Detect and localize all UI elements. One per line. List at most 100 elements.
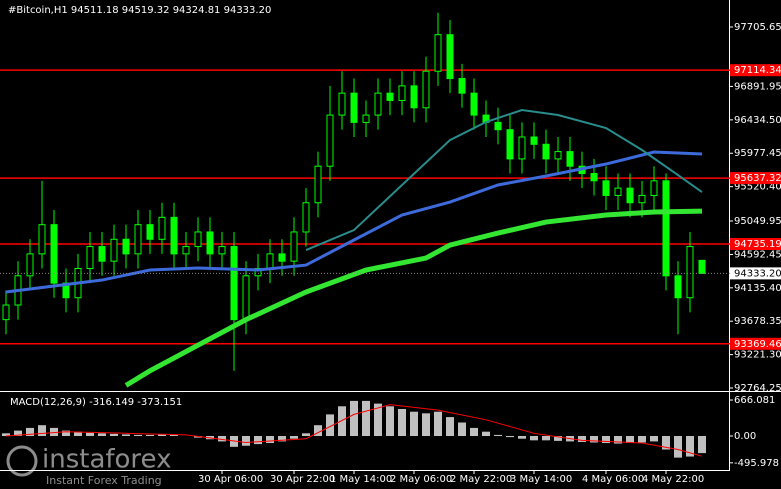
candle-body (614, 187, 622, 196)
macd-bar (650, 436, 658, 442)
y-tick-label: 666.081 (734, 395, 775, 406)
macd-bar (50, 427, 58, 437)
candle-body (146, 224, 154, 240)
y-tick-label: 94592.45 (734, 249, 781, 260)
macd-bar (326, 414, 334, 437)
candle-body (326, 114, 334, 167)
candle-body (134, 224, 142, 255)
macd-bar (14, 430, 22, 437)
macd-bar (386, 406, 394, 437)
candle-body (518, 136, 526, 160)
macd-bar (302, 433, 310, 437)
level-tag (730, 64, 781, 77)
candle-body (278, 253, 286, 262)
candle-body (122, 238, 130, 255)
candle-body (506, 129, 514, 160)
candle-body (86, 246, 94, 269)
y-tick-label: 94135.40 (734, 283, 781, 294)
macd-bar (26, 427, 34, 437)
x-tick-label: 30 Apr 06:00 (198, 474, 263, 485)
macd-bar (674, 436, 682, 458)
watermark-brand: instaforex (42, 445, 171, 475)
macd-bar (374, 403, 382, 437)
candle-body (470, 92, 478, 116)
candle-body (38, 224, 46, 255)
current-price-label: 94333.20 (734, 268, 781, 279)
macd-bar (62, 430, 70, 437)
macd-bar (626, 436, 634, 444)
macd-bar (482, 431, 490, 437)
watermark-tagline: Instant Forex Trading (46, 474, 162, 487)
macd-bar (698, 436, 706, 454)
macd-bar (278, 436, 286, 442)
macd-bar (2, 433, 10, 437)
candle-body (314, 165, 322, 204)
candle-body (434, 34, 442, 72)
candle-body (2, 304, 10, 321)
candle-body (374, 92, 382, 116)
candle-body (362, 114, 370, 123)
y-tick-label: 96891.95 (734, 81, 781, 92)
chart-title: #Bitcoin,H1 94511.18 94519.32 94324.81 9… (8, 5, 271, 16)
macd-bar (554, 436, 562, 441)
candle-body (302, 202, 310, 233)
candle-body (110, 238, 118, 262)
candle-body (650, 180, 658, 196)
candle-body (410, 85, 418, 109)
macd-bar (530, 436, 538, 441)
macd-bar (410, 411, 418, 437)
x-tick-label: 3 May 14:00 (510, 474, 572, 485)
x-tick-label: 4 May 06:00 (582, 474, 644, 485)
macd-bar (110, 433, 118, 437)
candle-body (338, 92, 346, 116)
macd-title: MACD(12,26,9) -316.149 -373.151 (10, 397, 182, 408)
candle-body (386, 92, 394, 101)
watermark: instaforex Instant Forex Trading (6, 445, 171, 487)
y-tick-label: 93221.30 (734, 350, 781, 361)
macd-bar (158, 434, 166, 437)
level-tag (730, 337, 781, 350)
candle-body (26, 253, 34, 277)
moving-average (124, 208, 703, 388)
candle-body (206, 231, 214, 255)
candle-body (626, 187, 634, 204)
candle-body (182, 246, 190, 255)
macd-bar (134, 434, 142, 437)
x-tick-label: 30 Apr 22:00 (270, 474, 335, 485)
macd-bar (254, 436, 262, 445)
macd-bar (602, 436, 610, 444)
candle-body (170, 216, 178, 255)
y-tick-label: -495.978 (734, 458, 779, 469)
macd-bar (362, 400, 370, 437)
macd-bar (506, 436, 514, 438)
candle-body (266, 253, 274, 269)
x-tick-label: 2 May 06:00 (390, 474, 452, 485)
candle-body (158, 216, 166, 240)
level-label: 97114.34 (734, 65, 781, 76)
macd-bar (338, 406, 346, 437)
macd-bar (38, 425, 46, 437)
candle-body (422, 70, 430, 109)
candle-body (590, 173, 598, 182)
macd-bar (242, 436, 250, 446)
macd-bar (470, 427, 478, 437)
macd-bar (218, 436, 226, 442)
moving-average (305, 109, 703, 251)
macd-bar (350, 400, 358, 437)
macd-bar (170, 434, 178, 437)
macd-bar (314, 425, 322, 437)
level-tag (730, 238, 781, 251)
x-tick-label: 2 May 22:00 (450, 474, 512, 485)
macd-bar (458, 422, 466, 437)
y-tick-label: 93678.35 (734, 316, 781, 327)
macd-bar (434, 411, 442, 437)
y-tick-label: 95520.40 (734, 182, 781, 193)
candle-body (254, 267, 262, 277)
y-tick-label: 92764.25 (734, 383, 781, 394)
candle-body (542, 143, 550, 160)
macd-bar (422, 413, 430, 437)
candle-body (350, 92, 358, 123)
candle-body (242, 275, 250, 321)
